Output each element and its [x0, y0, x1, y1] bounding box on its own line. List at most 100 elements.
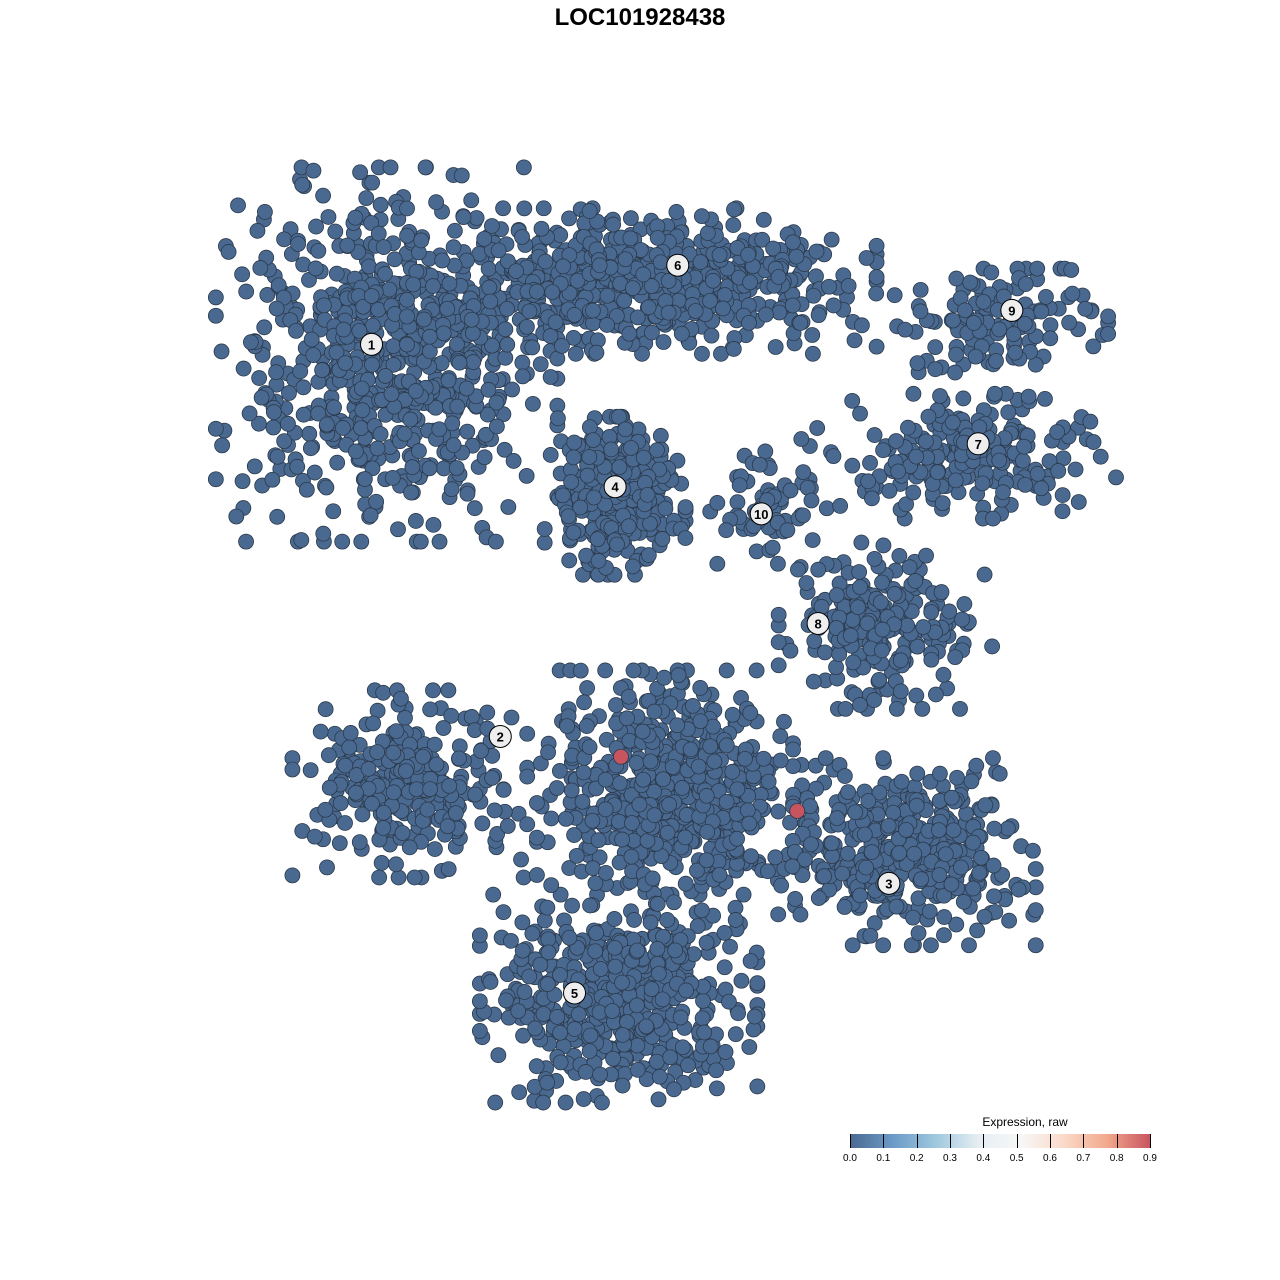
data-point: [651, 461, 668, 478]
data-point: [1085, 434, 1102, 450]
data-point: [751, 456, 768, 473]
data-point: [476, 230, 493, 247]
data-point: [969, 922, 986, 939]
data-point: [482, 293, 499, 310]
data-point: [280, 415, 296, 432]
data-point: [667, 942, 684, 959]
data-point: [388, 856, 404, 873]
data-point: [784, 297, 801, 314]
data-point: [976, 566, 993, 583]
data-point: [479, 704, 496, 721]
data-point: [856, 826, 873, 843]
data-point: [875, 937, 892, 954]
data-point: [288, 322, 304, 339]
data-point: [451, 750, 467, 767]
data-point: [511, 1084, 528, 1101]
data-point: [559, 718, 576, 735]
data-point: [243, 334, 259, 351]
data-point: [620, 688, 637, 705]
data-point: [991, 765, 1008, 782]
data-point: [860, 473, 877, 490]
data-point: [629, 942, 646, 959]
data-point: [527, 1020, 544, 1037]
legend-tick-label: 0.1: [876, 1153, 891, 1164]
data-point: [264, 471, 281, 488]
data-point: [729, 781, 746, 798]
data-point: [207, 289, 224, 306]
data-point: [635, 771, 652, 788]
data-point: [1100, 326, 1117, 342]
data-point: [906, 845, 923, 862]
data-point: [652, 254, 669, 271]
data-point: [329, 454, 346, 471]
data-point: [351, 322, 368, 339]
data-point: [375, 684, 392, 701]
data-point: [246, 458, 263, 475]
data-point: [427, 841, 443, 858]
data-point: [312, 723, 329, 740]
data-point: [421, 460, 438, 477]
data-point: [808, 243, 825, 260]
data-point: [463, 709, 480, 725]
data-point: [862, 455, 878, 471]
data-point: [416, 311, 432, 328]
data-point: [907, 573, 924, 589]
data-point: [581, 1043, 598, 1059]
data-point: [315, 525, 332, 542]
data-point: [908, 797, 925, 814]
data-point: [716, 959, 733, 976]
data-point: [401, 839, 418, 856]
legend-colorbar: [850, 1134, 1150, 1148]
data-point: [961, 937, 977, 954]
data-point: [968, 757, 985, 774]
data-point: [727, 912, 744, 928]
data-point: [709, 555, 726, 572]
legend-tick-mark: [1016, 1134, 1018, 1148]
data-point: [635, 449, 652, 466]
data-point: [220, 244, 237, 260]
data-point: [860, 793, 877, 809]
data-point: [858, 250, 875, 266]
data-point: [790, 561, 806, 578]
data-point: [570, 1006, 587, 1023]
data-point: [356, 471, 373, 487]
data-point: [370, 225, 387, 242]
data-point: [782, 642, 799, 659]
data-point: [348, 443, 364, 460]
data-point: [724, 763, 741, 780]
data-point: [638, 1018, 655, 1035]
data-point: [249, 222, 266, 239]
data-point: [444, 415, 461, 432]
data-point: [868, 269, 885, 285]
data-point: [536, 534, 553, 551]
data-point: [731, 477, 748, 494]
data-point: [1054, 487, 1071, 503]
data-point: [529, 829, 545, 846]
data-point: [709, 495, 726, 511]
data-point: [606, 911, 623, 927]
data-point: [422, 781, 438, 798]
data-point: [543, 810, 560, 827]
data-point: [842, 627, 859, 644]
data-point: [695, 992, 711, 1009]
data-point: [404, 459, 421, 476]
data-point: [702, 738, 719, 755]
data-point: [607, 958, 624, 975]
data-point: [767, 849, 784, 866]
data-point: [471, 1023, 488, 1039]
data-point: [898, 821, 914, 838]
data-point: [716, 925, 733, 941]
data-point: [568, 847, 585, 864]
data-point: [809, 420, 826, 436]
data-point: [543, 877, 560, 894]
data-point: [626, 912, 642, 928]
data-point: [888, 700, 905, 717]
data-point: [524, 925, 541, 942]
cluster-label-2: 2: [488, 724, 512, 748]
data-point: [295, 406, 312, 423]
data-point: [664, 759, 681, 775]
data-point: [364, 356, 380, 373]
data-point: [977, 797, 994, 813]
data-point: [655, 334, 672, 350]
data-point: [739, 802, 756, 819]
